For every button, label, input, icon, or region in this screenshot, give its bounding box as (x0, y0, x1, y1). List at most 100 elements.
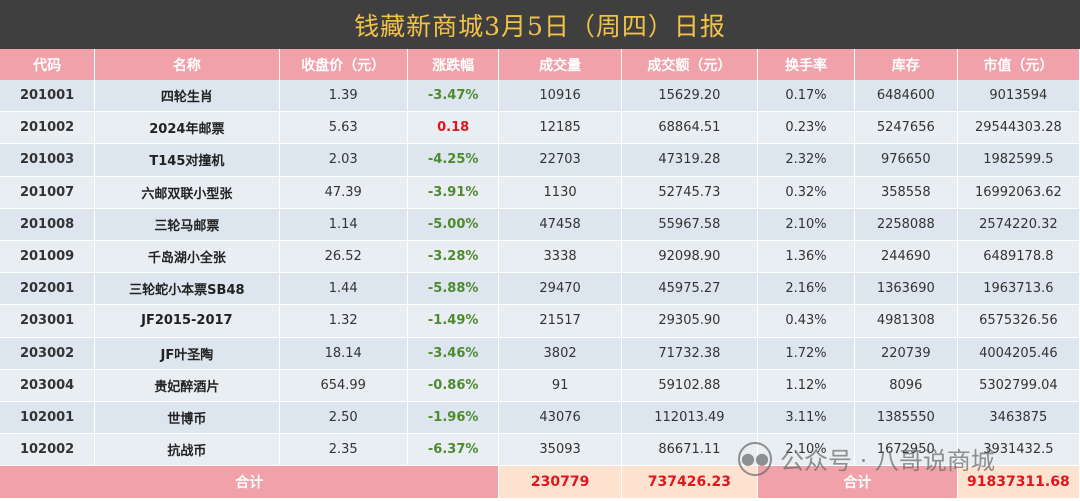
cell-turnover: 0.32% (757, 176, 855, 209)
cell-stock: 358558 (854, 176, 958, 209)
cell-stock: 220739 (854, 337, 958, 370)
cell-volume: 35093 (498, 433, 622, 467)
header-change: 涨跌幅 (407, 49, 500, 80)
cell-market-cap: 9013594 (957, 80, 1080, 113)
cell-close-price: 2.03 (279, 143, 408, 177)
cell-volume: 22703 (498, 143, 622, 177)
cell-name: 千岛湖小全张 (94, 240, 280, 274)
report-title-bar: 钱藏新商城3月5日（周四）日报 (0, 0, 1080, 49)
cell-amount: 45975.27 (621, 272, 759, 306)
cell-market-cap: 16992063.62 (957, 176, 1080, 209)
totals-label-right: 合计 (757, 465, 958, 499)
cell-volume: 29470 (498, 272, 622, 306)
cell-change: 0.18 (407, 111, 500, 145)
cell-name: 六邮双联小型张 (94, 176, 280, 209)
cell-name: JF叶圣陶 (94, 337, 280, 370)
cell-volume: 47458 (498, 208, 622, 241)
table-row: 102001 世博币 2.50 -1.96% 43076 112013.49 3.11% 13… (0, 401, 1080, 435)
header-code: 代码 (0, 49, 96, 80)
totals-label-left: 合计 (0, 465, 500, 499)
cell-market-cap: 3931432.5 (957, 433, 1080, 467)
cell-change: -3.46% (407, 337, 500, 370)
cell-change: -4.25% (407, 143, 500, 177)
cell-market-cap: 29544303.28 (957, 111, 1080, 145)
cell-amount: 92098.90 (621, 240, 759, 274)
cell-turnover: 1.36% (757, 240, 855, 274)
cell-change: -1.96% (407, 401, 500, 435)
cell-volume: 12185 (498, 111, 622, 145)
cell-stock: 4981308 (854, 304, 958, 338)
cell-amount: 47319.28 (621, 143, 759, 177)
cell-turnover: 3.11% (757, 401, 855, 435)
cell-name: 2024年邮票 (94, 111, 280, 145)
cell-code: 203004 (0, 369, 96, 402)
totals-market-cap: 91837311.68 (957, 465, 1080, 499)
cell-close-price: 18.14 (279, 337, 408, 370)
cell-amount: 68864.51 (621, 111, 759, 145)
table-row: 201002 2024年邮票 5.63 0.18 12185 68864.51 0.23% 5… (0, 111, 1080, 145)
table-row: 203004 贵妃醉酒片 654.99 -0.86% 91 59102.88 1.12% 80… (0, 369, 1080, 402)
report-title: 钱藏新商城3月5日（周四）日报 (354, 11, 726, 41)
cell-code: 201001 (0, 80, 96, 113)
cell-close-price: 2.35 (279, 433, 408, 467)
table-row: 202001 三轮蛇小本票SB48 1.44 -5.88% 29470 45975.27 2… (0, 272, 1080, 306)
header-market-cap: 市值（元） (957, 49, 1080, 80)
cell-turnover: 1.12% (757, 369, 855, 402)
cell-code: 201009 (0, 240, 96, 274)
table-row: 201001 四轮生肖 1.39 -3.47% 10916 15629.20 0.17% 64… (0, 80, 1080, 113)
cell-stock: 2258088 (854, 208, 958, 241)
cell-turnover: 2.16% (757, 272, 855, 306)
cell-amount: 29305.90 (621, 304, 759, 338)
cell-amount: 52745.73 (621, 176, 759, 209)
cell-turnover: 0.23% (757, 111, 855, 145)
header-close-price: 收盘价（元） (279, 49, 408, 80)
cell-change: -5.00% (407, 208, 500, 241)
table-row: 201008 三轮马邮票 1.14 -5.00% 47458 55967.58 2.10% 2… (0, 208, 1080, 241)
cell-name: 贵妃醉酒片 (94, 369, 280, 402)
header-volume: 成交量 (498, 49, 622, 80)
cell-stock: 8096 (854, 369, 958, 402)
cell-close-price: 1.39 (279, 80, 408, 113)
totals-amount: 737426.23 (621, 465, 759, 499)
cell-change: -1.49% (407, 304, 500, 338)
cell-change: -3.91% (407, 176, 500, 209)
cell-market-cap: 2574220.32 (957, 208, 1080, 241)
cell-stock: 1672950 (854, 433, 958, 467)
cell-turnover: 1.72% (757, 337, 855, 370)
cell-market-cap: 6575326.56 (957, 304, 1080, 338)
daily-report-table: 代码 名称 收盘价（元） 涨跌幅 成交量 成交额（元） 换手率 库存 市值（元）… (0, 49, 1080, 499)
totals-volume: 230779 (498, 465, 622, 499)
cell-close-price: 1.44 (279, 272, 408, 306)
cell-name: JF2015-2017 (94, 304, 280, 338)
cell-volume: 43076 (498, 401, 622, 435)
cell-change: -6.37% (407, 433, 500, 467)
cell-close-price: 26.52 (279, 240, 408, 274)
cell-code: 203002 (0, 337, 96, 370)
cell-volume: 3802 (498, 337, 622, 370)
table-row: 201009 千岛湖小全张 26.52 -3.28% 3338 92098.90 1.36%… (0, 240, 1080, 274)
cell-stock: 1385550 (854, 401, 958, 435)
cell-market-cap: 3463875 (957, 401, 1080, 435)
header-name: 名称 (94, 49, 280, 80)
cell-close-price: 47.39 (279, 176, 408, 209)
cell-close-price: 2.50 (279, 401, 408, 435)
table-header-row: 代码 名称 收盘价（元） 涨跌幅 成交量 成交额（元） 换手率 库存 市值（元） (0, 49, 1080, 80)
cell-amount: 112013.49 (621, 401, 759, 435)
cell-close-price: 654.99 (279, 369, 408, 402)
cell-stock: 5247656 (854, 111, 958, 145)
cell-market-cap: 1963713.6 (957, 272, 1080, 306)
cell-volume: 91 (498, 369, 622, 402)
cell-close-price: 5.63 (279, 111, 408, 145)
cell-amount: 15629.20 (621, 80, 759, 113)
cell-volume: 10916 (498, 80, 622, 113)
cell-turnover: 2.32% (757, 143, 855, 177)
cell-stock: 6484600 (854, 80, 958, 113)
totals-row: 合计 230779 737426.23 合计 91837311.68 (0, 465, 1080, 499)
cell-code: 203001 (0, 304, 96, 338)
cell-turnover: 0.43% (757, 304, 855, 338)
cell-code: 102001 (0, 401, 96, 435)
cell-name: 抗战币 (94, 433, 280, 467)
table-row: 203001 JF2015-2017 1.32 -1.49% 21517 29305.90… (0, 304, 1080, 338)
header-amount: 成交额（元） (621, 49, 759, 80)
header-stock: 库存 (854, 49, 958, 80)
